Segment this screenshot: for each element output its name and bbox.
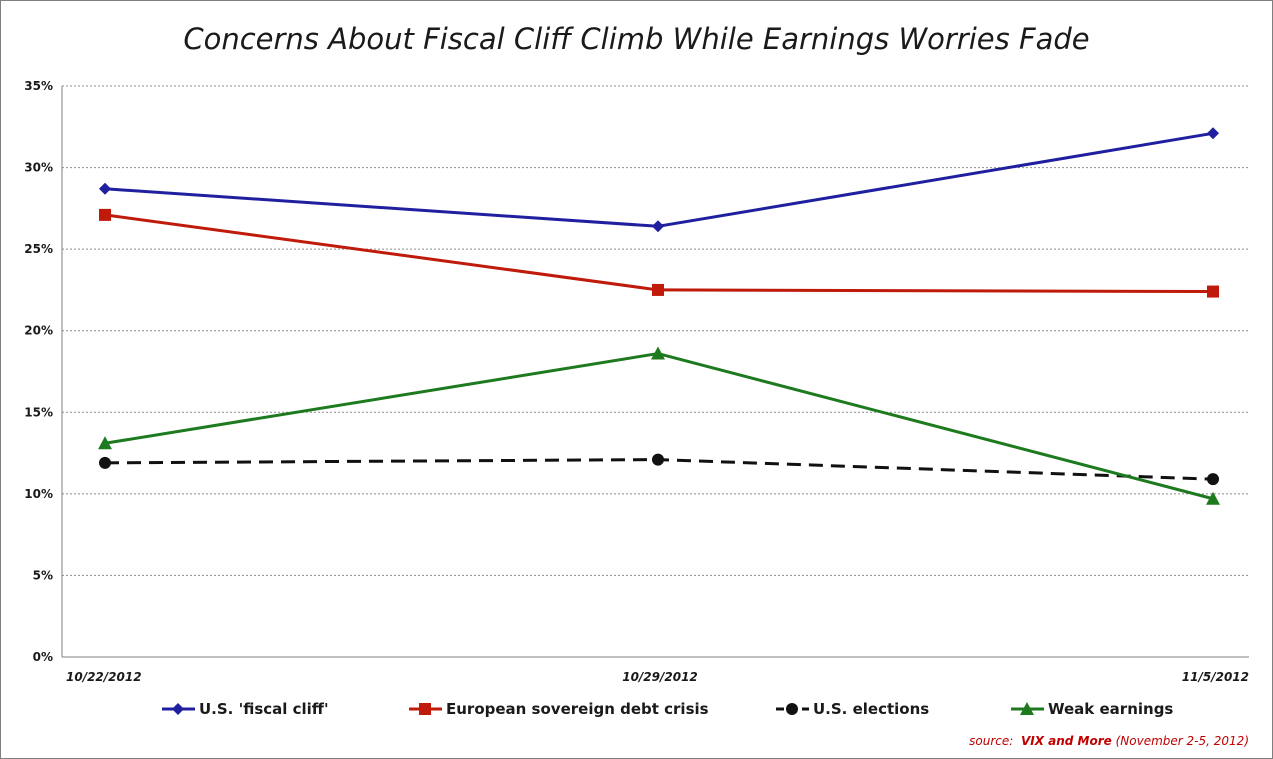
legend-item: European sovereign debt crisis <box>409 700 709 718</box>
data-point <box>1207 473 1219 486</box>
data-point <box>1207 127 1219 140</box>
y-tick-label: 5% <box>33 568 53 582</box>
x-tick-label: 10/22/2012 <box>66 670 142 684</box>
axes <box>61 86 1249 658</box>
data-point <box>1207 285 1219 298</box>
chart-title: Concerns About Fiscal Cliff Climb While … <box>183 22 1090 56</box>
series-line <box>104 131 1214 228</box>
legend-marker <box>786 703 798 715</box>
legend-item: U.S. 'fiscal cliff' <box>162 700 329 718</box>
y-tick-label: 10% <box>24 487 53 501</box>
data-point <box>99 182 111 195</box>
y-tick-label: 25% <box>24 242 53 256</box>
y-tick-label: 30% <box>24 161 53 175</box>
data-point <box>99 208 111 221</box>
series-diamond <box>99 127 1219 233</box>
source-name: VIX and More <box>1020 734 1112 748</box>
legend-label: Weak earnings <box>1048 700 1173 718</box>
legend: U.S. 'fiscal cliff' European sovereign de… <box>162 700 1173 718</box>
y-tick-label: 0% <box>33 650 53 664</box>
series-triangle <box>98 346 1220 505</box>
y-tick-label: 20% <box>24 324 53 338</box>
data-point <box>98 436 112 450</box>
legend-label: European sovereign debt crisis <box>446 700 709 718</box>
legend-marker <box>419 703 431 715</box>
y-axis-ticks: 0% 5% 10% 15% 20% 25% 30% 35% <box>24 79 53 664</box>
data-point <box>652 220 664 233</box>
legend-label: U.S. 'fiscal cliff' <box>199 700 329 718</box>
legend-label: U.S. elections <box>813 700 929 718</box>
grid-lines <box>62 85 1249 576</box>
x-tick-label: 10/29/2012 <box>622 670 698 684</box>
x-axis-ticks: 10/22/2012 10/29/2012 11/5/2012 <box>66 670 1249 684</box>
legend-marker <box>1020 702 1034 715</box>
data-point <box>1206 491 1220 505</box>
y-tick-label: 35% <box>24 79 53 93</box>
legend-item: Weak earnings <box>1011 700 1173 718</box>
source-date: (November 2-5, 2012) <box>1115 734 1249 748</box>
source-prefix: source: <box>969 734 1014 748</box>
y-tick-label: 15% <box>24 405 53 419</box>
data-point <box>99 456 111 469</box>
data-point <box>652 453 664 466</box>
series-square <box>99 208 1219 298</box>
data-point <box>652 283 664 296</box>
source-note: source: VIX and More (November 2-5, 2012… <box>969 734 1249 748</box>
data-point <box>651 346 665 360</box>
series-lines <box>98 127 1220 505</box>
series-circle <box>99 453 1219 486</box>
legend-item: U.S. elections <box>776 700 929 718</box>
x-tick-label: 11/5/2012 <box>1182 670 1249 684</box>
series-line <box>104 352 1214 501</box>
legend-marker <box>172 703 184 715</box>
